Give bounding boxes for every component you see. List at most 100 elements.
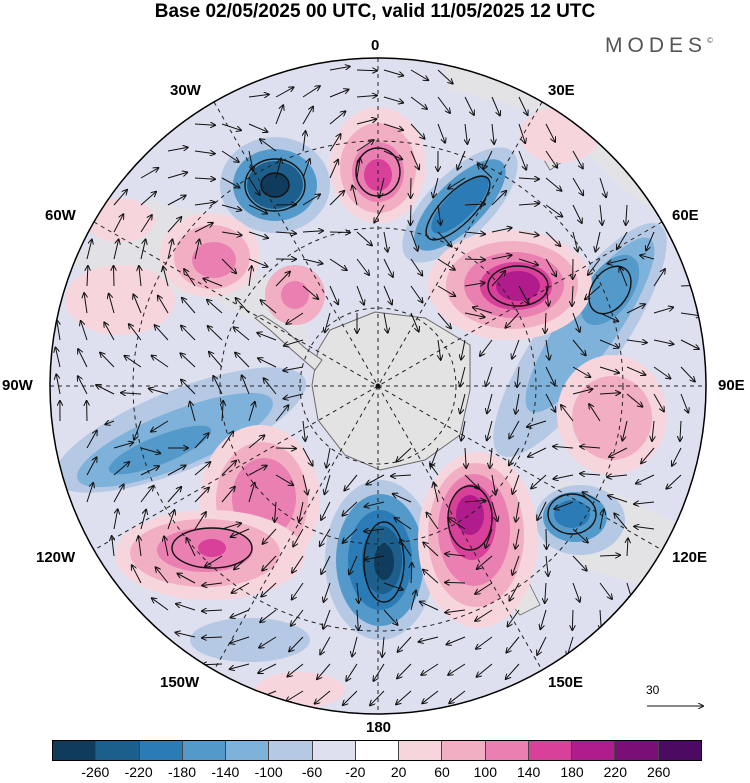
- wind-vector: [105, 421, 115, 424]
- wind-vector: [383, 96, 403, 103]
- wind-vector: [653, 339, 674, 344]
- wind-vector: [545, 366, 555, 385]
- wind-vector: [221, 258, 236, 273]
- wind-vector: [176, 604, 196, 611]
- wind-vector: [464, 259, 485, 260]
- wind-vector: [487, 420, 493, 440]
- wind-vector: [652, 420, 654, 441]
- wind-vector: [356, 231, 372, 245]
- wind-vector: [553, 446, 574, 448]
- wind-vector: [419, 636, 439, 642]
- wind-vector: [580, 446, 601, 448]
- wind-vector: [599, 582, 612, 599]
- wind-vector: [438, 204, 441, 225]
- wind-vector: [437, 231, 452, 247]
- wind-vector: [321, 555, 331, 574]
- wind-vector: [275, 159, 281, 179]
- wind-vector: [410, 312, 419, 332]
- wind-vector: [420, 602, 439, 611]
- wind-vector: [383, 285, 392, 304]
- wind-vector: [275, 87, 294, 98]
- wind-vector: [56, 348, 61, 368]
- wind-vector: [257, 333, 277, 341]
- wind-vector: [164, 536, 169, 557]
- wind-vector: [580, 474, 601, 475]
- wind-vector: [133, 295, 142, 314]
- wind-vector: [221, 523, 241, 530]
- wind-vector: [374, 204, 385, 223]
- wind-vector: [329, 134, 341, 152]
- wind-vector: [202, 583, 223, 586]
- wind-vector: [509, 420, 520, 438]
- wind-vector: [410, 231, 418, 251]
- wind-vector: [464, 232, 485, 234]
- wind-vector: [626, 366, 645, 375]
- wind-vector: [640, 255, 655, 260]
- wind-vector: [506, 636, 520, 653]
- colorbar-tick-label: -60: [301, 764, 323, 780]
- wind-vector: [545, 258, 556, 276]
- wind-vector: [607, 475, 628, 477]
- wind-vector: [275, 405, 288, 422]
- lon-label-0: 0: [371, 37, 380, 54]
- wind-vector: [231, 528, 250, 537]
- wind-vector: [410, 258, 422, 276]
- wind-vector: [248, 123, 267, 132]
- wind-vector: [230, 663, 250, 669]
- wind-vector: [599, 177, 606, 197]
- wind-vector: [167, 147, 188, 152]
- colorbar-swatch: [139, 741, 183, 760]
- wind-vector: [293, 528, 304, 546]
- wind-vector: [325, 474, 331, 494]
- wind-vector: [393, 494, 412, 503]
- wind-vector: [596, 231, 601, 252]
- wind-vector: [207, 300, 223, 314]
- wind-vector: [491, 474, 496, 495]
- wind-vector: [553, 474, 574, 479]
- wind-vector: [78, 349, 88, 368]
- wind-vector: [445, 610, 466, 613]
- wind-vector: [100, 353, 115, 368]
- wind-vector: [518, 178, 539, 179]
- wind-vector: [600, 204, 602, 225]
- wind-vector: [490, 447, 492, 468]
- wind-vector: [653, 269, 665, 287]
- wind-vector: [222, 401, 223, 422]
- colorbar-tick-label: -220: [124, 764, 153, 780]
- wind-vector: [464, 312, 485, 317]
- wind-vector: [249, 266, 252, 287]
- wind-vector: [572, 609, 573, 630]
- modes-logo: MODES©: [605, 34, 713, 57]
- wind-vector: [180, 353, 196, 368]
- wind-vector: [620, 267, 628, 287]
- wind-vector: [113, 443, 133, 449]
- wind-vector: [320, 636, 331, 654]
- wind-vector: [464, 283, 485, 287]
- wind-vector: [248, 231, 268, 238]
- wind-vector: [275, 474, 293, 485]
- wind-vector: [572, 389, 592, 395]
- colorbar: [52, 740, 702, 761]
- wind-vector: [343, 528, 358, 543]
- colorbar-swatch: [269, 741, 313, 760]
- wind-vector: [572, 204, 582, 223]
- wind-vector: [653, 393, 664, 411]
- wind-vector: [302, 159, 310, 179]
- wind-vector: [356, 258, 369, 275]
- wind-vector: [477, 555, 493, 569]
- wind-vector: [151, 420, 169, 432]
- wind-vector: [346, 663, 358, 681]
- wind-vector: [275, 448, 296, 449]
- colorbar-swatch: [572, 741, 616, 760]
- wind-vector: [545, 393, 555, 412]
- wind-vector: [383, 231, 388, 252]
- wind-vector: [232, 582, 250, 593]
- wind-vector: [152, 356, 169, 368]
- wind-vector: [608, 496, 628, 503]
- wind-vector: [205, 555, 223, 567]
- wind-vector: [528, 447, 547, 457]
- wind-vector: [653, 307, 673, 314]
- wind-vector: [491, 255, 512, 260]
- wind-vector: [397, 663, 412, 678]
- negative-anomaly-7: [190, 618, 310, 662]
